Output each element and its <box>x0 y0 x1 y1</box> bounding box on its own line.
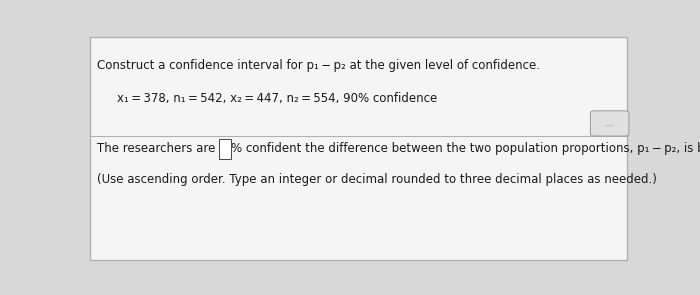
Text: x₁ = 378, n₁ = 542, x₂ = 447, n₂ = 554, 90% confidence: x₁ = 378, n₁ = 542, x₂ = 447, n₂ = 554, … <box>118 92 438 105</box>
Text: % confident the difference between the two population proportions, p₁ − p₂, is b: % confident the difference between the t… <box>231 142 700 155</box>
Text: The researchers are: The researchers are <box>97 142 219 155</box>
Text: Construct a confidence interval for p₁ − p₂ at the given level of confidence.: Construct a confidence interval for p₁ −… <box>97 59 540 72</box>
Text: ...: ... <box>606 119 614 128</box>
Text: (Use ascending order. Type an integer or decimal rounded to three decimal places: (Use ascending order. Type an integer or… <box>97 173 657 186</box>
FancyBboxPatch shape <box>590 111 629 136</box>
FancyBboxPatch shape <box>90 37 627 260</box>
FancyBboxPatch shape <box>219 139 231 159</box>
